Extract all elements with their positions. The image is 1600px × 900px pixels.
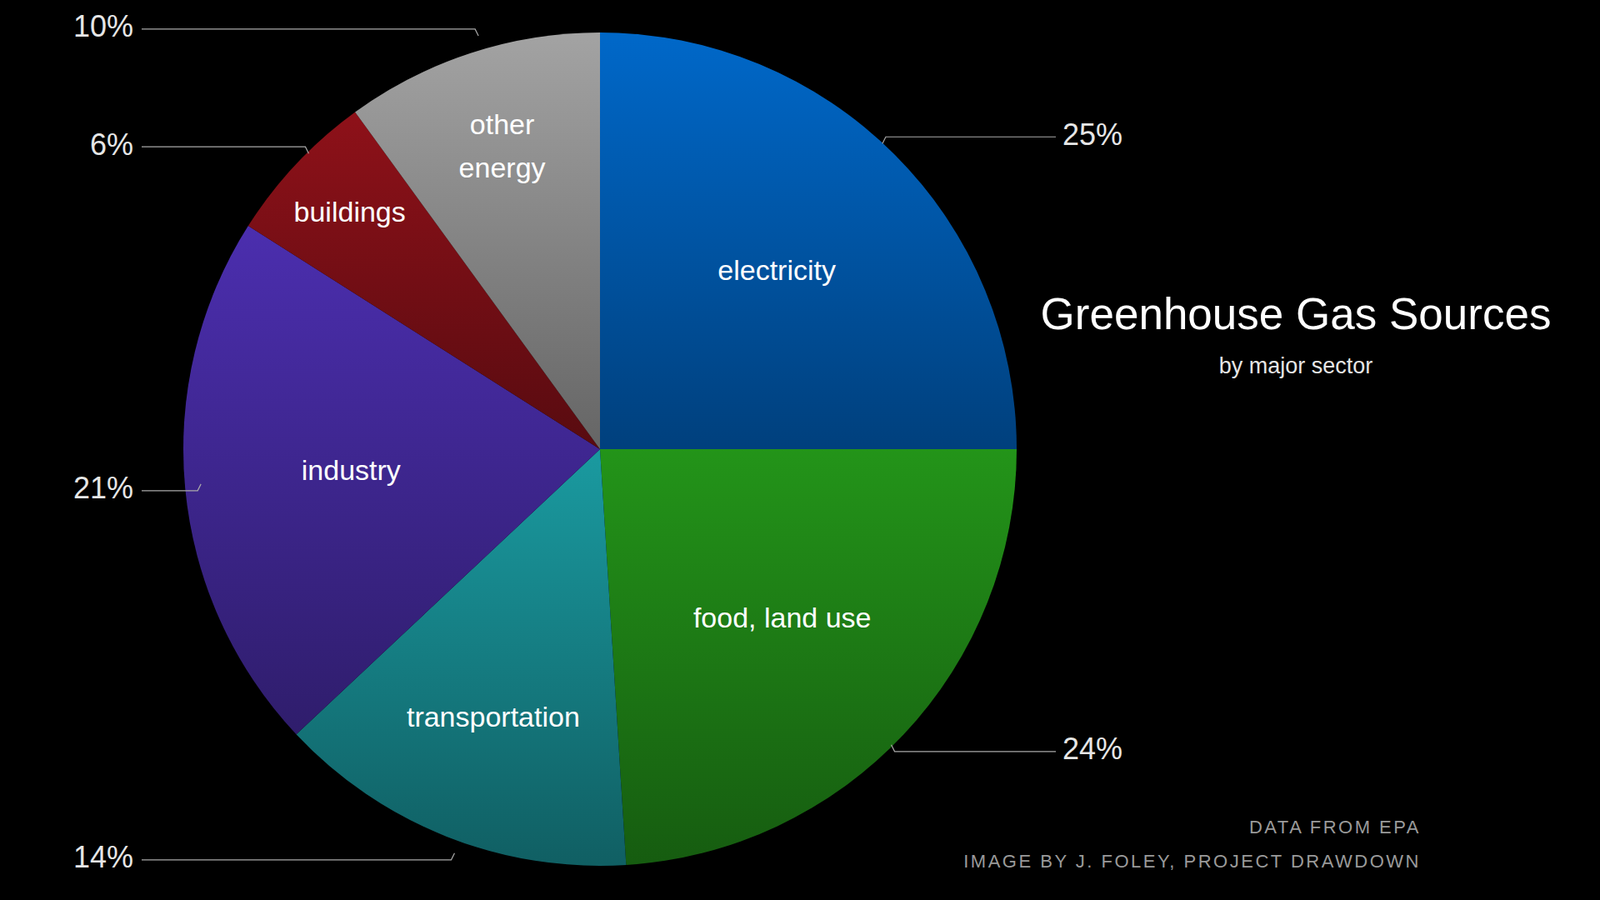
leader-line: [141, 853, 455, 860]
leader-line: [882, 136, 1056, 144]
leader-line: [141, 484, 201, 491]
slice-label: industry: [301, 454, 401, 486]
percent-label: 25%: [1062, 117, 1123, 152]
slice-label: buildings: [294, 195, 406, 228]
pie-slice: [600, 449, 1017, 865]
title: Greenhouse Gas Sources: [1040, 289, 1552, 339]
chart-svg: electricity 25% food, land use 24% transport…: [0, 0, 1600, 900]
slice-label: otherenergy: [459, 108, 546, 184]
percent-label: 6%: [90, 127, 134, 162]
slice-label: transportation: [406, 700, 580, 733]
chart-container: electricity 25% food, land use 24% transport…: [0, 0, 1600, 900]
pie-slice: [355, 32, 600, 450]
annotation: DATA FROM EPA: [1249, 816, 1421, 838]
labels: electricity 25% food, land use 24% transport…: [73, 9, 1123, 875]
pie-slice: [600, 32, 1017, 450]
percent-label: 21%: [73, 470, 134, 505]
slices: [183, 32, 1017, 866]
background: [0, 0, 1600, 900]
slice-label: electricity: [717, 254, 836, 286]
percent-label: 14%: [73, 840, 134, 875]
annotation: IMAGE BY J. FOLEY, PROJECT DRAWDOWN: [963, 850, 1421, 872]
percent-label: 10%: [73, 9, 134, 44]
leader-line: [141, 146, 309, 154]
slice-label: food, land use: [693, 601, 872, 634]
leader-line: [141, 29, 479, 36]
percent-label: 24%: [1062, 731, 1123, 766]
leader-line: [891, 745, 1056, 752]
subtitle: by major sector: [1219, 353, 1374, 379]
